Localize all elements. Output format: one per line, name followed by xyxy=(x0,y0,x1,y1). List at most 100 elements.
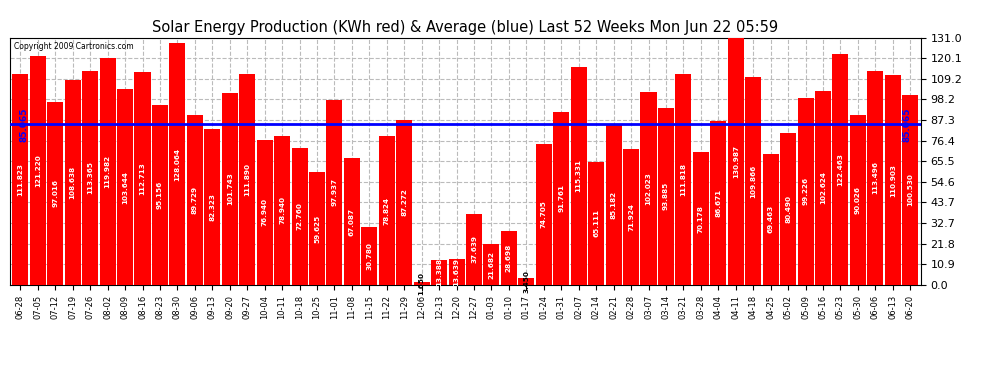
Bar xyxy=(187,116,203,285)
Text: 3.450: 3.450 xyxy=(524,270,530,293)
Bar xyxy=(309,172,325,285)
Text: 71.924: 71.924 xyxy=(628,203,634,231)
Text: 110.903: 110.903 xyxy=(890,164,896,196)
Bar xyxy=(344,158,360,285)
Bar xyxy=(379,136,395,285)
Text: 82.323: 82.323 xyxy=(209,193,215,221)
Bar xyxy=(396,120,412,285)
Bar xyxy=(780,133,796,285)
Text: 85.182: 85.182 xyxy=(611,190,617,219)
Text: 97.937: 97.937 xyxy=(332,178,338,207)
Text: 37.639: 37.639 xyxy=(471,236,477,264)
Bar xyxy=(100,58,116,285)
Text: 93.885: 93.885 xyxy=(663,182,669,210)
Bar xyxy=(30,56,46,285)
Bar xyxy=(623,149,640,285)
Bar xyxy=(553,112,569,285)
Text: 128.064: 128.064 xyxy=(174,147,180,180)
Text: 69.463: 69.463 xyxy=(767,206,773,234)
Text: 122.463: 122.463 xyxy=(838,153,843,186)
Text: 108.638: 108.638 xyxy=(69,166,75,199)
Bar xyxy=(483,244,500,285)
Bar xyxy=(606,124,622,285)
Text: 111.823: 111.823 xyxy=(18,163,24,196)
Bar xyxy=(815,91,831,285)
Bar xyxy=(867,70,883,285)
Text: 113.365: 113.365 xyxy=(87,161,93,194)
Bar xyxy=(675,74,691,285)
Title: Solar Energy Production (KWh red) & Average (blue) Last 52 Weeks Mon Jun 22 05:5: Solar Energy Production (KWh red) & Aver… xyxy=(152,20,778,35)
Bar xyxy=(448,259,464,285)
Text: 103.644: 103.644 xyxy=(122,171,128,204)
Bar xyxy=(291,147,308,285)
Text: 113.496: 113.496 xyxy=(872,161,878,194)
Text: 70.178: 70.178 xyxy=(698,205,704,232)
Bar xyxy=(570,67,587,285)
Bar xyxy=(833,54,848,285)
Text: 100.530: 100.530 xyxy=(907,174,913,207)
Bar xyxy=(658,108,674,285)
Bar xyxy=(12,74,29,285)
Text: 86.671: 86.671 xyxy=(716,189,722,217)
Bar xyxy=(222,93,238,285)
Text: 13.639: 13.639 xyxy=(453,258,459,286)
Text: 72.760: 72.760 xyxy=(297,202,303,230)
Bar xyxy=(902,95,919,285)
Text: 30.780: 30.780 xyxy=(366,242,372,270)
Bar xyxy=(82,71,98,285)
Text: 89.729: 89.729 xyxy=(192,186,198,214)
Bar xyxy=(849,115,866,285)
Bar xyxy=(745,77,761,285)
Text: 78.940: 78.940 xyxy=(279,196,285,224)
Bar xyxy=(256,140,272,285)
Text: 28.698: 28.698 xyxy=(506,244,512,272)
Text: 119.982: 119.982 xyxy=(105,155,111,188)
Bar xyxy=(151,105,168,285)
Bar xyxy=(536,144,551,285)
Bar xyxy=(414,282,430,285)
Text: 85.065: 85.065 xyxy=(903,107,912,141)
Bar xyxy=(169,43,185,285)
Text: 112.713: 112.713 xyxy=(140,162,146,195)
Bar xyxy=(885,75,901,285)
Text: 130.987: 130.987 xyxy=(733,145,739,178)
Text: 1.650: 1.650 xyxy=(419,272,425,295)
Text: 13.388: 13.388 xyxy=(437,258,443,286)
Bar xyxy=(204,129,221,285)
Text: 97.016: 97.016 xyxy=(52,179,58,207)
Bar xyxy=(361,227,377,285)
Text: 74.705: 74.705 xyxy=(541,201,546,228)
Text: 99.226: 99.226 xyxy=(803,177,809,206)
Bar xyxy=(117,89,133,285)
Text: 115.331: 115.331 xyxy=(576,160,582,192)
Text: 95.156: 95.156 xyxy=(157,181,163,209)
Bar xyxy=(641,92,656,285)
Bar xyxy=(501,231,517,285)
Bar xyxy=(588,162,604,285)
Text: 109.866: 109.866 xyxy=(750,165,756,198)
Text: 87.272: 87.272 xyxy=(401,189,407,216)
Text: 21.682: 21.682 xyxy=(488,251,494,279)
Bar xyxy=(728,38,743,285)
Text: 102.624: 102.624 xyxy=(820,172,826,204)
Text: 78.824: 78.824 xyxy=(384,196,390,225)
Text: 67.087: 67.087 xyxy=(348,208,354,236)
Bar xyxy=(762,154,779,285)
Bar xyxy=(798,98,814,285)
Bar xyxy=(64,80,81,285)
Text: 65.111: 65.111 xyxy=(593,210,599,237)
Text: 121.220: 121.220 xyxy=(35,154,41,187)
Text: 76.940: 76.940 xyxy=(261,198,267,226)
Bar xyxy=(135,72,150,285)
Text: 101.743: 101.743 xyxy=(227,172,233,205)
Text: 59.625: 59.625 xyxy=(314,214,320,243)
Text: 85.065: 85.065 xyxy=(19,107,28,141)
Text: 91.761: 91.761 xyxy=(558,184,564,212)
Bar xyxy=(519,279,535,285)
Text: 102.023: 102.023 xyxy=(645,172,651,205)
Bar xyxy=(48,102,63,285)
Bar xyxy=(327,100,343,285)
Text: 111.818: 111.818 xyxy=(680,163,686,196)
Text: Copyright 2009 Cartronics.com: Copyright 2009 Cartronics.com xyxy=(15,42,134,51)
Bar xyxy=(693,152,709,285)
